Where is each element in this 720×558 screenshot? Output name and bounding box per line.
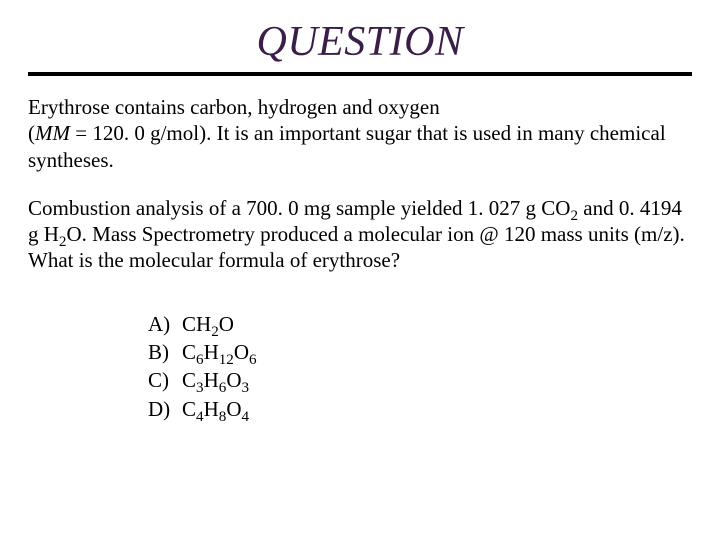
answer-c: C) C3H6O3 (148, 366, 692, 394)
answer-d-label: D) (148, 395, 182, 423)
answer-d-o: O (226, 397, 241, 421)
answer-a-formula: CH2O (182, 310, 234, 338)
answer-d-n1: 4 (196, 409, 204, 425)
body-text: Erythrose contains carbon, hydrogen and … (0, 94, 720, 423)
answer-c-o: O (226, 368, 241, 392)
slide: QUESTION Erythrose contains carbon, hydr… (0, 18, 720, 558)
answer-d-n3: 4 (241, 409, 249, 425)
answer-c-label: C) (148, 366, 182, 394)
p1-mm-label: MM (35, 121, 70, 145)
answer-b-n3: 6 (249, 352, 257, 368)
answer-a-label: A) (148, 310, 182, 338)
answer-b-label: B) (148, 338, 182, 366)
answer-d-h: H (204, 397, 219, 421)
p2-text-1: Combustion analysis of a 700. 0 mg sampl… (28, 196, 570, 220)
answer-a-h: H (196, 312, 211, 336)
answer-c-c: C (182, 368, 196, 392)
answer-d-c: C (182, 397, 196, 421)
p1-text-3: = 120. 0 g/mol). It is an important suga… (28, 121, 666, 171)
answer-b: B) C6H12O6 (148, 338, 692, 366)
answer-a: A) CH2O (148, 310, 692, 338)
p2-text-3: O. Mass Spectrometry produced a molecula… (28, 222, 685, 272)
answer-c-h: H (204, 368, 219, 392)
answer-d-formula: C4H8O4 (182, 395, 249, 423)
answer-b-c: C (182, 340, 196, 364)
paragraph-2: Combustion analysis of a 700. 0 mg sampl… (28, 195, 692, 274)
p1-text-2: ( (28, 121, 35, 145)
answer-d: D) C4H8O4 (148, 395, 692, 423)
answer-list: A) CH2O B) C6H12O6 C) C3H6O3 D) C4H8O4 (148, 310, 692, 423)
answer-b-h: H (204, 340, 219, 364)
p1-text-1: Erythrose contains carbon, hydrogen and … (28, 95, 440, 119)
answer-b-formula: C6H12O6 (182, 338, 257, 366)
title-underline (28, 72, 692, 76)
paragraph-1: Erythrose contains carbon, hydrogen and … (28, 94, 692, 173)
slide-title: QUESTION (0, 18, 720, 66)
answer-c-formula: C3H6O3 (182, 366, 249, 394)
answer-a-c: C (182, 312, 196, 336)
answer-b-o: O (234, 340, 249, 364)
answer-a-o: O (219, 312, 234, 336)
